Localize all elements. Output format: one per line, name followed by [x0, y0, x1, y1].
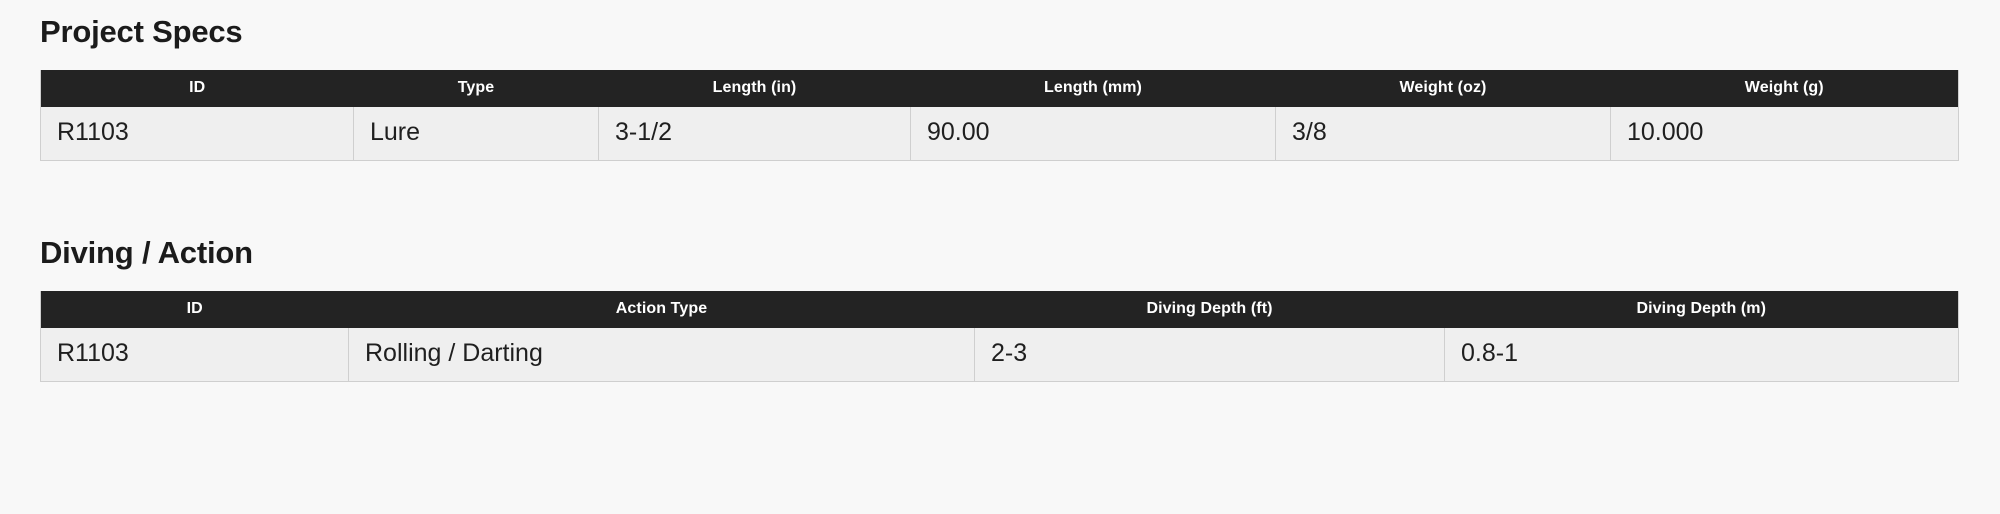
cell-length-mm: 90.00 — [910, 107, 1276, 161]
table-row: R1103 Lure 3-1/2 90.00 3/8 10.000 — [40, 107, 1959, 161]
column-header-diving-depth-m[interactable]: Diving Depth (m) — [1444, 291, 1959, 328]
cell-diving-depth-m: 0.8-1 — [1444, 328, 1959, 382]
table-header-row: ID Type Length (in) Length (mm) Weight (… — [40, 70, 1959, 107]
column-header-length-mm[interactable]: Length (mm) — [910, 70, 1276, 107]
section-spacer — [40, 161, 1960, 223]
section-diving-action: Diving / Action ID Action Type Diving De… — [40, 223, 1960, 382]
column-header-action-type[interactable]: Action Type — [348, 291, 975, 328]
table-diving-action: ID Action Type Diving Depth (ft) Diving … — [40, 291, 1959, 382]
page-title-diving-action: Diving / Action — [40, 235, 253, 270]
cell-weight-g: 10.000 — [1610, 107, 1959, 161]
column-header-weight-g[interactable]: Weight (g) — [1610, 70, 1959, 107]
cell-type: Lure — [353, 107, 599, 161]
column-header-type[interactable]: Type — [353, 70, 599, 107]
cell-weight-oz: 3/8 — [1275, 107, 1611, 161]
section-project-specs: Project Specs ID Type Length (in) Length… — [40, 0, 1960, 161]
column-header-id[interactable]: ID — [40, 291, 349, 328]
column-header-weight-oz[interactable]: Weight (oz) — [1275, 70, 1611, 107]
cell-id: R1103 — [40, 328, 349, 382]
column-header-id[interactable]: ID — [40, 70, 354, 107]
table-header-project-specs: ID Type Length (in) Length (mm) Weight (… — [40, 70, 1959, 107]
table-header-diving-action: ID Action Type Diving Depth (ft) Diving … — [40, 291, 1959, 328]
table-row: R1103 Rolling / Darting 2-3 0.8-1 — [40, 328, 1959, 382]
page-title-project-specs: Project Specs — [40, 14, 243, 49]
cell-id: R1103 — [40, 107, 354, 161]
table-wrapper-project-specs: ID Type Length (in) Length (mm) Weight (… — [40, 70, 1959, 161]
cell-length-in: 3-1/2 — [598, 107, 911, 161]
table-body-diving-action: R1103 Rolling / Darting 2-3 0.8-1 — [40, 328, 1959, 382]
cell-diving-depth-ft: 2-3 — [974, 328, 1445, 382]
table-wrapper-diving-action: ID Action Type Diving Depth (ft) Diving … — [40, 291, 1959, 382]
column-header-diving-depth-ft[interactable]: Diving Depth (ft) — [974, 291, 1445, 328]
table-project-specs: ID Type Length (in) Length (mm) Weight (… — [40, 70, 1959, 161]
cell-action-type: Rolling / Darting — [348, 328, 975, 382]
table-header-row: ID Action Type Diving Depth (ft) Diving … — [40, 291, 1959, 328]
column-header-length-in[interactable]: Length (in) — [598, 70, 911, 107]
table-body-project-specs: R1103 Lure 3-1/2 90.00 3/8 10.000 — [40, 107, 1959, 161]
